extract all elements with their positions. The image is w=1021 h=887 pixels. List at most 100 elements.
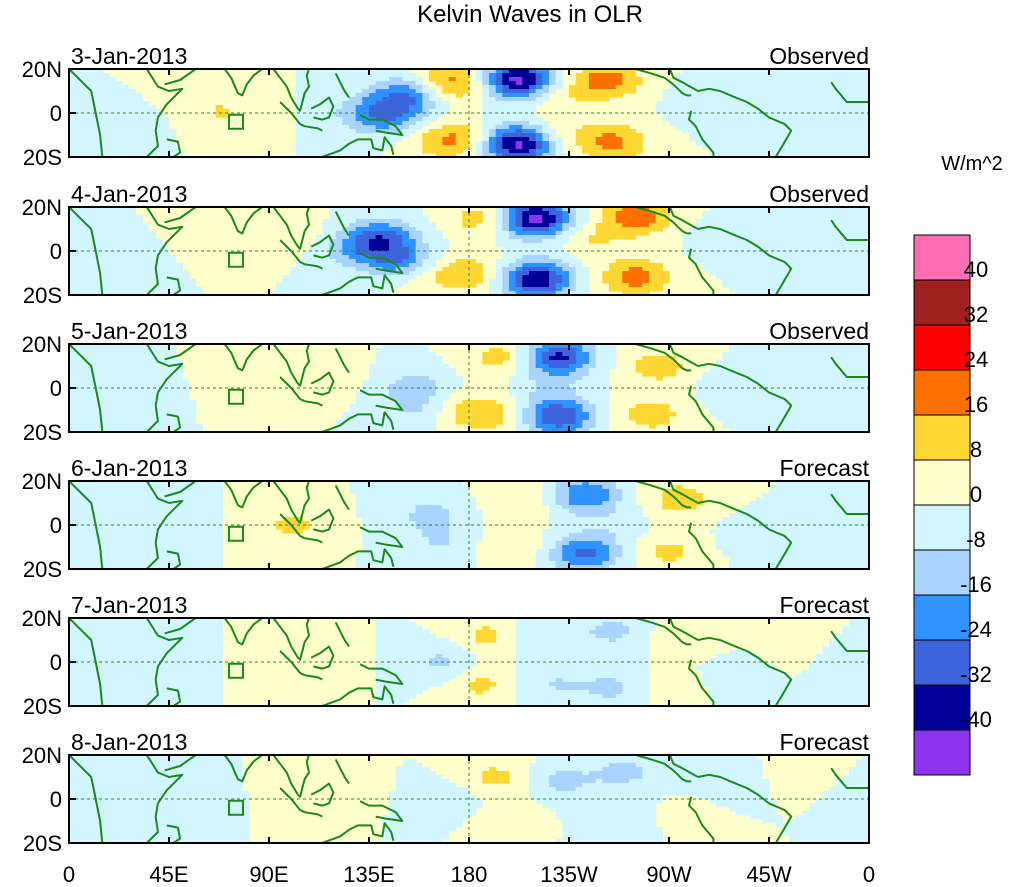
heatmap-cell (595, 153, 603, 157)
heatmap-cell (742, 404, 750, 409)
heatmap-cell (589, 400, 597, 405)
heatmap-cell (342, 287, 350, 292)
heatmap-cell (695, 247, 703, 252)
heatmap-cell (709, 263, 717, 268)
heatmap-cell (409, 211, 417, 216)
heatmap-cell (602, 352, 610, 357)
heatmap-cell (155, 133, 163, 138)
heatmap-cell (95, 109, 103, 114)
heatmap-cell (435, 372, 443, 377)
heatmap-cell (789, 239, 797, 244)
heatmap-cell (82, 93, 90, 98)
heatmap-cell (529, 207, 537, 212)
heatmap-cell (302, 97, 310, 102)
heatmap-cell (855, 149, 863, 154)
heatmap-cell (742, 279, 750, 284)
heatmap-cell (129, 243, 137, 248)
heatmap-cell (769, 235, 777, 240)
heatmap-cell (522, 149, 530, 154)
heatmap-cell (862, 267, 869, 272)
heatmap-cell (542, 149, 550, 154)
heatmap-cell (362, 279, 370, 284)
heatmap-cell (555, 85, 563, 90)
heatmap-cell (402, 125, 410, 130)
heatmap-cell (749, 368, 757, 373)
heatmap-cell (75, 344, 83, 349)
heatmap-cell (502, 263, 510, 268)
heatmap-cell (462, 263, 470, 268)
heatmap-cell (402, 85, 410, 90)
heatmap-cell (395, 259, 403, 264)
heatmap-cell (342, 283, 350, 288)
heatmap-cell (175, 380, 183, 385)
heatmap-cell (115, 105, 123, 110)
heatmap-cell (702, 400, 710, 405)
heatmap-cell (322, 73, 330, 78)
heatmap-cell (122, 247, 130, 252)
heatmap-cell (162, 388, 170, 393)
heatmap-cell (835, 121, 843, 126)
heatmap-cell (355, 259, 363, 264)
heatmap-cell (735, 364, 743, 369)
heatmap-cell (89, 243, 97, 248)
heatmap-cell (315, 291, 323, 295)
heatmap-cell (389, 85, 397, 90)
heatmap-cell (489, 149, 497, 154)
heatmap-cell (575, 368, 583, 373)
heatmap-cell (575, 287, 583, 292)
heatmap-cell (849, 223, 857, 228)
heatmap-cell (515, 360, 523, 365)
heatmap-cell (422, 121, 430, 126)
heatmap-cell (482, 352, 490, 357)
heatmap-cell (609, 364, 617, 369)
heatmap-cell (569, 408, 577, 413)
heatmap-cell (309, 259, 317, 264)
heatmap-cell (142, 133, 150, 138)
heatmap-cell (822, 223, 830, 228)
heatmap-cell (809, 404, 817, 409)
heatmap-cell (442, 372, 450, 377)
heatmap-cell (269, 291, 277, 295)
heatmap-cell (129, 121, 137, 126)
heatmap-cell (729, 141, 737, 146)
heatmap-cell (535, 145, 543, 150)
heatmap-cell (462, 215, 470, 220)
heatmap-cell (562, 408, 570, 413)
heatmap-cell (382, 141, 390, 146)
heatmap-cell (782, 215, 790, 220)
heatmap-cell (855, 125, 863, 130)
heatmap-cell (735, 271, 743, 276)
heatmap-cell (169, 137, 177, 142)
heatmap-cell (535, 141, 543, 146)
heatmap-cell (442, 125, 450, 130)
heatmap-cell (789, 145, 797, 150)
heatmap-cell (742, 109, 750, 114)
heatmap-cell (462, 408, 470, 413)
heatmap-cell (89, 255, 97, 260)
heatmap-cell (789, 247, 797, 252)
heatmap-cell (395, 263, 403, 268)
heatmap-cell (722, 109, 730, 114)
heatmap-cell (569, 215, 577, 220)
heatmap-cell (415, 352, 423, 357)
heatmap-cell (715, 384, 723, 389)
heatmap-cell (129, 93, 137, 98)
heatmap-cell (415, 344, 423, 349)
heatmap-cell (455, 283, 463, 288)
heatmap-cell (295, 81, 303, 86)
heatmap-cell (495, 352, 503, 357)
heatmap-cell (575, 344, 583, 349)
heatmap-cell (862, 287, 869, 292)
heatmap-cell (649, 372, 657, 377)
heatmap-cell (842, 408, 850, 413)
heatmap-cell (729, 271, 737, 276)
heatmap-cell (529, 105, 537, 110)
heatmap-cell (522, 412, 530, 417)
heatmap-cell (589, 81, 597, 86)
heatmap-cell (389, 77, 397, 82)
heatmap-cell (782, 81, 790, 86)
heatmap-cell (75, 125, 83, 130)
heatmap-cell (595, 400, 603, 405)
heatmap-cell (702, 101, 710, 106)
heatmap-cell (722, 85, 730, 90)
